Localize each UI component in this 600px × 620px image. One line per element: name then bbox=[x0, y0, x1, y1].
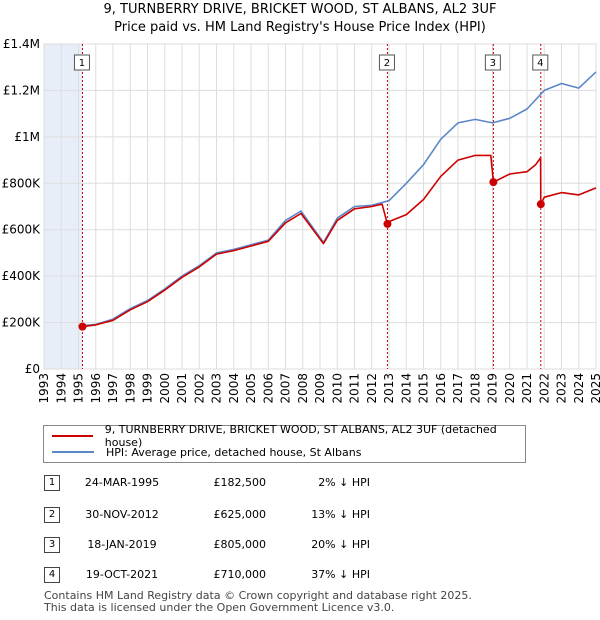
table-row: 1 24-MAR-1995 £182,500 2% ↓ HPI bbox=[0, 475, 600, 493]
series-line bbox=[78, 71, 597, 327]
sale-price: £805,000 bbox=[213, 538, 267, 551]
x-tick-label: 2010 bbox=[330, 373, 344, 404]
legend-item-hpi: HPI: Average price, detached house, St A… bbox=[52, 445, 361, 459]
y-tick-label: £1.2M bbox=[3, 83, 40, 97]
sale-number-badge: 4 bbox=[44, 567, 60, 583]
x-tick-label: 2018 bbox=[468, 373, 482, 404]
sale-price: £625,000 bbox=[213, 508, 267, 521]
chart-legend: 9, TURNBERRY DRIVE, BRICKET WOOD, ST ALB… bbox=[43, 423, 526, 463]
x-tick-label: 1993 bbox=[37, 373, 51, 404]
y-tick-label: £400K bbox=[2, 269, 42, 283]
sale-date: 19-OCT-2021 bbox=[85, 568, 159, 581]
y-tick-label: £1.4M bbox=[3, 37, 40, 51]
x-tick-label: 2016 bbox=[434, 373, 448, 404]
attribution-footer: Contains HM Land Registry data © Crown c… bbox=[44, 590, 472, 614]
x-tick-label: 2002 bbox=[192, 373, 206, 404]
shaded-range bbox=[44, 44, 83, 369]
legend-item-property: 9, TURNBERRY DRIVE, BRICKET WOOD, ST ALB… bbox=[52, 423, 525, 449]
footer-line: This data is licensed under the Open Gov… bbox=[44, 601, 395, 614]
sale-number-box bbox=[73, 54, 90, 71]
sale-date: 30-NOV-2012 bbox=[85, 508, 159, 521]
sale-number-badge: 1 bbox=[44, 475, 60, 491]
x-tick-label: 2017 bbox=[451, 373, 465, 404]
x-tick-label: 1998 bbox=[123, 373, 137, 404]
x-tick-label: 2014 bbox=[399, 373, 413, 404]
x-tick-label: 2021 bbox=[520, 373, 534, 404]
table-row: 3 18-JAN-2019 £805,000 20% ↓ HPI bbox=[0, 537, 600, 555]
x-tick-label: 2023 bbox=[555, 373, 569, 404]
sale-price: £710,000 bbox=[213, 568, 267, 581]
sale-hpi-diff: 2% ↓ HPI bbox=[318, 476, 370, 489]
series-line bbox=[82, 154, 597, 328]
sale-number-box bbox=[532, 54, 549, 71]
x-tick-label: 1997 bbox=[106, 373, 120, 404]
table-row: 2 30-NOV-2012 £625,000 13% ↓ HPI bbox=[0, 507, 600, 525]
x-tick-label: 2007 bbox=[279, 373, 293, 404]
sale-hpi-diff: 37% ↓ HPI bbox=[311, 568, 370, 581]
x-tick-label: 2011 bbox=[348, 373, 362, 404]
x-tick-label: 2003 bbox=[210, 373, 224, 404]
x-tick-label: 2000 bbox=[158, 373, 172, 404]
x-tick-label: 2025 bbox=[589, 373, 600, 404]
x-tick-label: 2008 bbox=[296, 373, 310, 404]
sale-point bbox=[489, 178, 498, 187]
y-tick-label: £600K bbox=[2, 223, 42, 237]
x-tick-label: 2015 bbox=[417, 373, 431, 404]
x-tick-label: 1996 bbox=[89, 373, 103, 404]
sale-date: 18-JAN-2019 bbox=[87, 538, 157, 551]
legend-swatch-hpi bbox=[52, 451, 94, 453]
sale-number-box bbox=[378, 54, 395, 71]
x-tick-label: 2013 bbox=[382, 373, 396, 404]
sale-number-label: 3 bbox=[490, 58, 496, 69]
sale-point bbox=[536, 200, 545, 209]
y-tick-label: £200K bbox=[2, 316, 42, 330]
sale-point bbox=[78, 322, 87, 331]
chart-subtitle: Price paid vs. HM Land Registry's House … bbox=[114, 20, 486, 35]
x-tick-label: 2022 bbox=[537, 373, 551, 404]
x-tick-label: 2004 bbox=[227, 373, 241, 404]
sale-number-badge: 3 bbox=[44, 537, 60, 553]
legend-swatch-property bbox=[52, 435, 93, 437]
sale-date: 24-MAR-1995 bbox=[84, 476, 160, 489]
legend-label-hpi: HPI: Average price, detached house, St A… bbox=[106, 445, 362, 459]
sale-hpi-diff: 20% ↓ HPI bbox=[311, 538, 370, 551]
y-tick-label: £0 bbox=[25, 362, 40, 376]
x-tick-label: 1995 bbox=[72, 373, 86, 404]
sale-number-label: 4 bbox=[537, 58, 543, 69]
sale-number-label: 1 bbox=[79, 58, 85, 69]
sale-price: £182,500 bbox=[213, 476, 267, 489]
y-tick-label: £800K bbox=[2, 176, 42, 190]
sale-number-box bbox=[484, 54, 501, 71]
x-tick-label: 1994 bbox=[54, 373, 68, 404]
legend-label-property: 9, TURNBERRY DRIVE, BRICKET WOOD, ST ALB… bbox=[104, 423, 497, 449]
y-tick-label: £1M bbox=[14, 130, 40, 144]
x-tick-label: 2020 bbox=[503, 373, 517, 404]
x-tick-label: 2006 bbox=[261, 373, 275, 404]
x-tick-label: 2024 bbox=[572, 373, 586, 404]
footer-line: Contains HM Land Registry data © Crown c… bbox=[44, 589, 472, 602]
sale-point bbox=[383, 219, 392, 228]
x-tick-label: 2012 bbox=[365, 373, 379, 404]
sale-number-badge: 2 bbox=[44, 507, 60, 523]
x-tick-label: 2001 bbox=[175, 373, 189, 404]
sale-number-label: 2 bbox=[384, 58, 390, 69]
table-row: 4 19-OCT-2021 £710,000 37% ↓ HPI bbox=[0, 567, 600, 585]
x-tick-label: 2019 bbox=[486, 373, 500, 404]
chart-title: 9, TURNBERRY DRIVE, BRICKET WOOD, ST ALB… bbox=[103, 2, 497, 17]
x-tick-label: 1999 bbox=[141, 373, 155, 404]
sale-hpi-diff: 13% ↓ HPI bbox=[311, 508, 370, 521]
x-tick-label: 2005 bbox=[244, 373, 258, 404]
x-tick-label: 2009 bbox=[313, 373, 327, 404]
